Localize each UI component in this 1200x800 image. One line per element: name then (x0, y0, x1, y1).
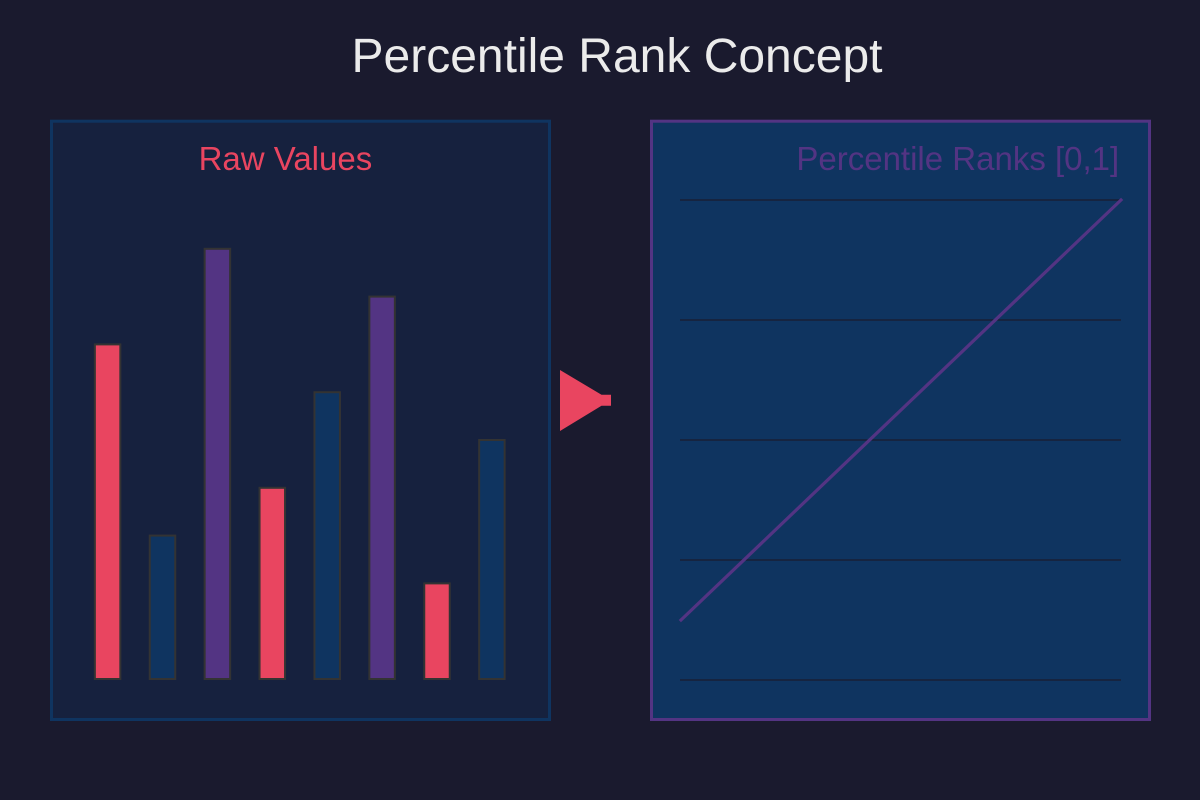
svg-text:Percentile Ranks [0,1]: Percentile Ranks [0,1] (796, 140, 1119, 177)
svg-text:Raw Values: Raw Values (199, 140, 373, 177)
svg-text:Percentile Rank Concept: Percentile Rank Concept (352, 30, 883, 83)
